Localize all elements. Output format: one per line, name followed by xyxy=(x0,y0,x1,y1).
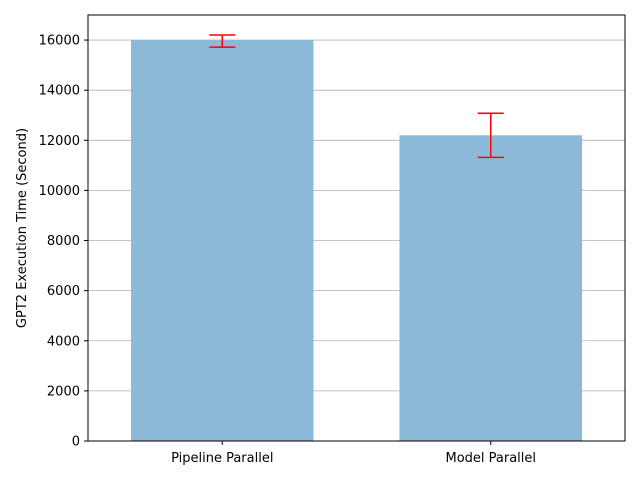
bars xyxy=(130,40,583,441)
y-tick-label: 0 xyxy=(72,435,80,450)
bar-model-parallel xyxy=(399,135,583,441)
y-tick-label: 10000 xyxy=(39,184,80,199)
bar-pipeline-parallel xyxy=(130,40,314,441)
x-axis-ticks: Pipeline Parallel Model Parallel xyxy=(171,441,536,466)
plot-frame xyxy=(87,14,626,442)
y-tick-label: 14000 xyxy=(39,84,80,99)
y-tick-label: 16000 xyxy=(39,34,80,49)
x-tick-label: Pipeline Parallel xyxy=(171,451,273,466)
y-axis-ticks: 0 2000 4000 6000 8000 10000 12000 14000 16000 xyxy=(39,34,88,450)
error-bars xyxy=(209,34,504,159)
x-tick-label: Model Parallel xyxy=(445,451,536,466)
y-tick-label: 6000 xyxy=(47,284,80,299)
y-tick-label: 12000 xyxy=(39,134,80,149)
y-tick-label: 2000 xyxy=(47,384,80,399)
y-axis-title: GPT2 Execution Time (Second) xyxy=(15,128,30,328)
y-tick-label: 4000 xyxy=(47,334,80,349)
y-tick-label: 8000 xyxy=(47,234,80,249)
